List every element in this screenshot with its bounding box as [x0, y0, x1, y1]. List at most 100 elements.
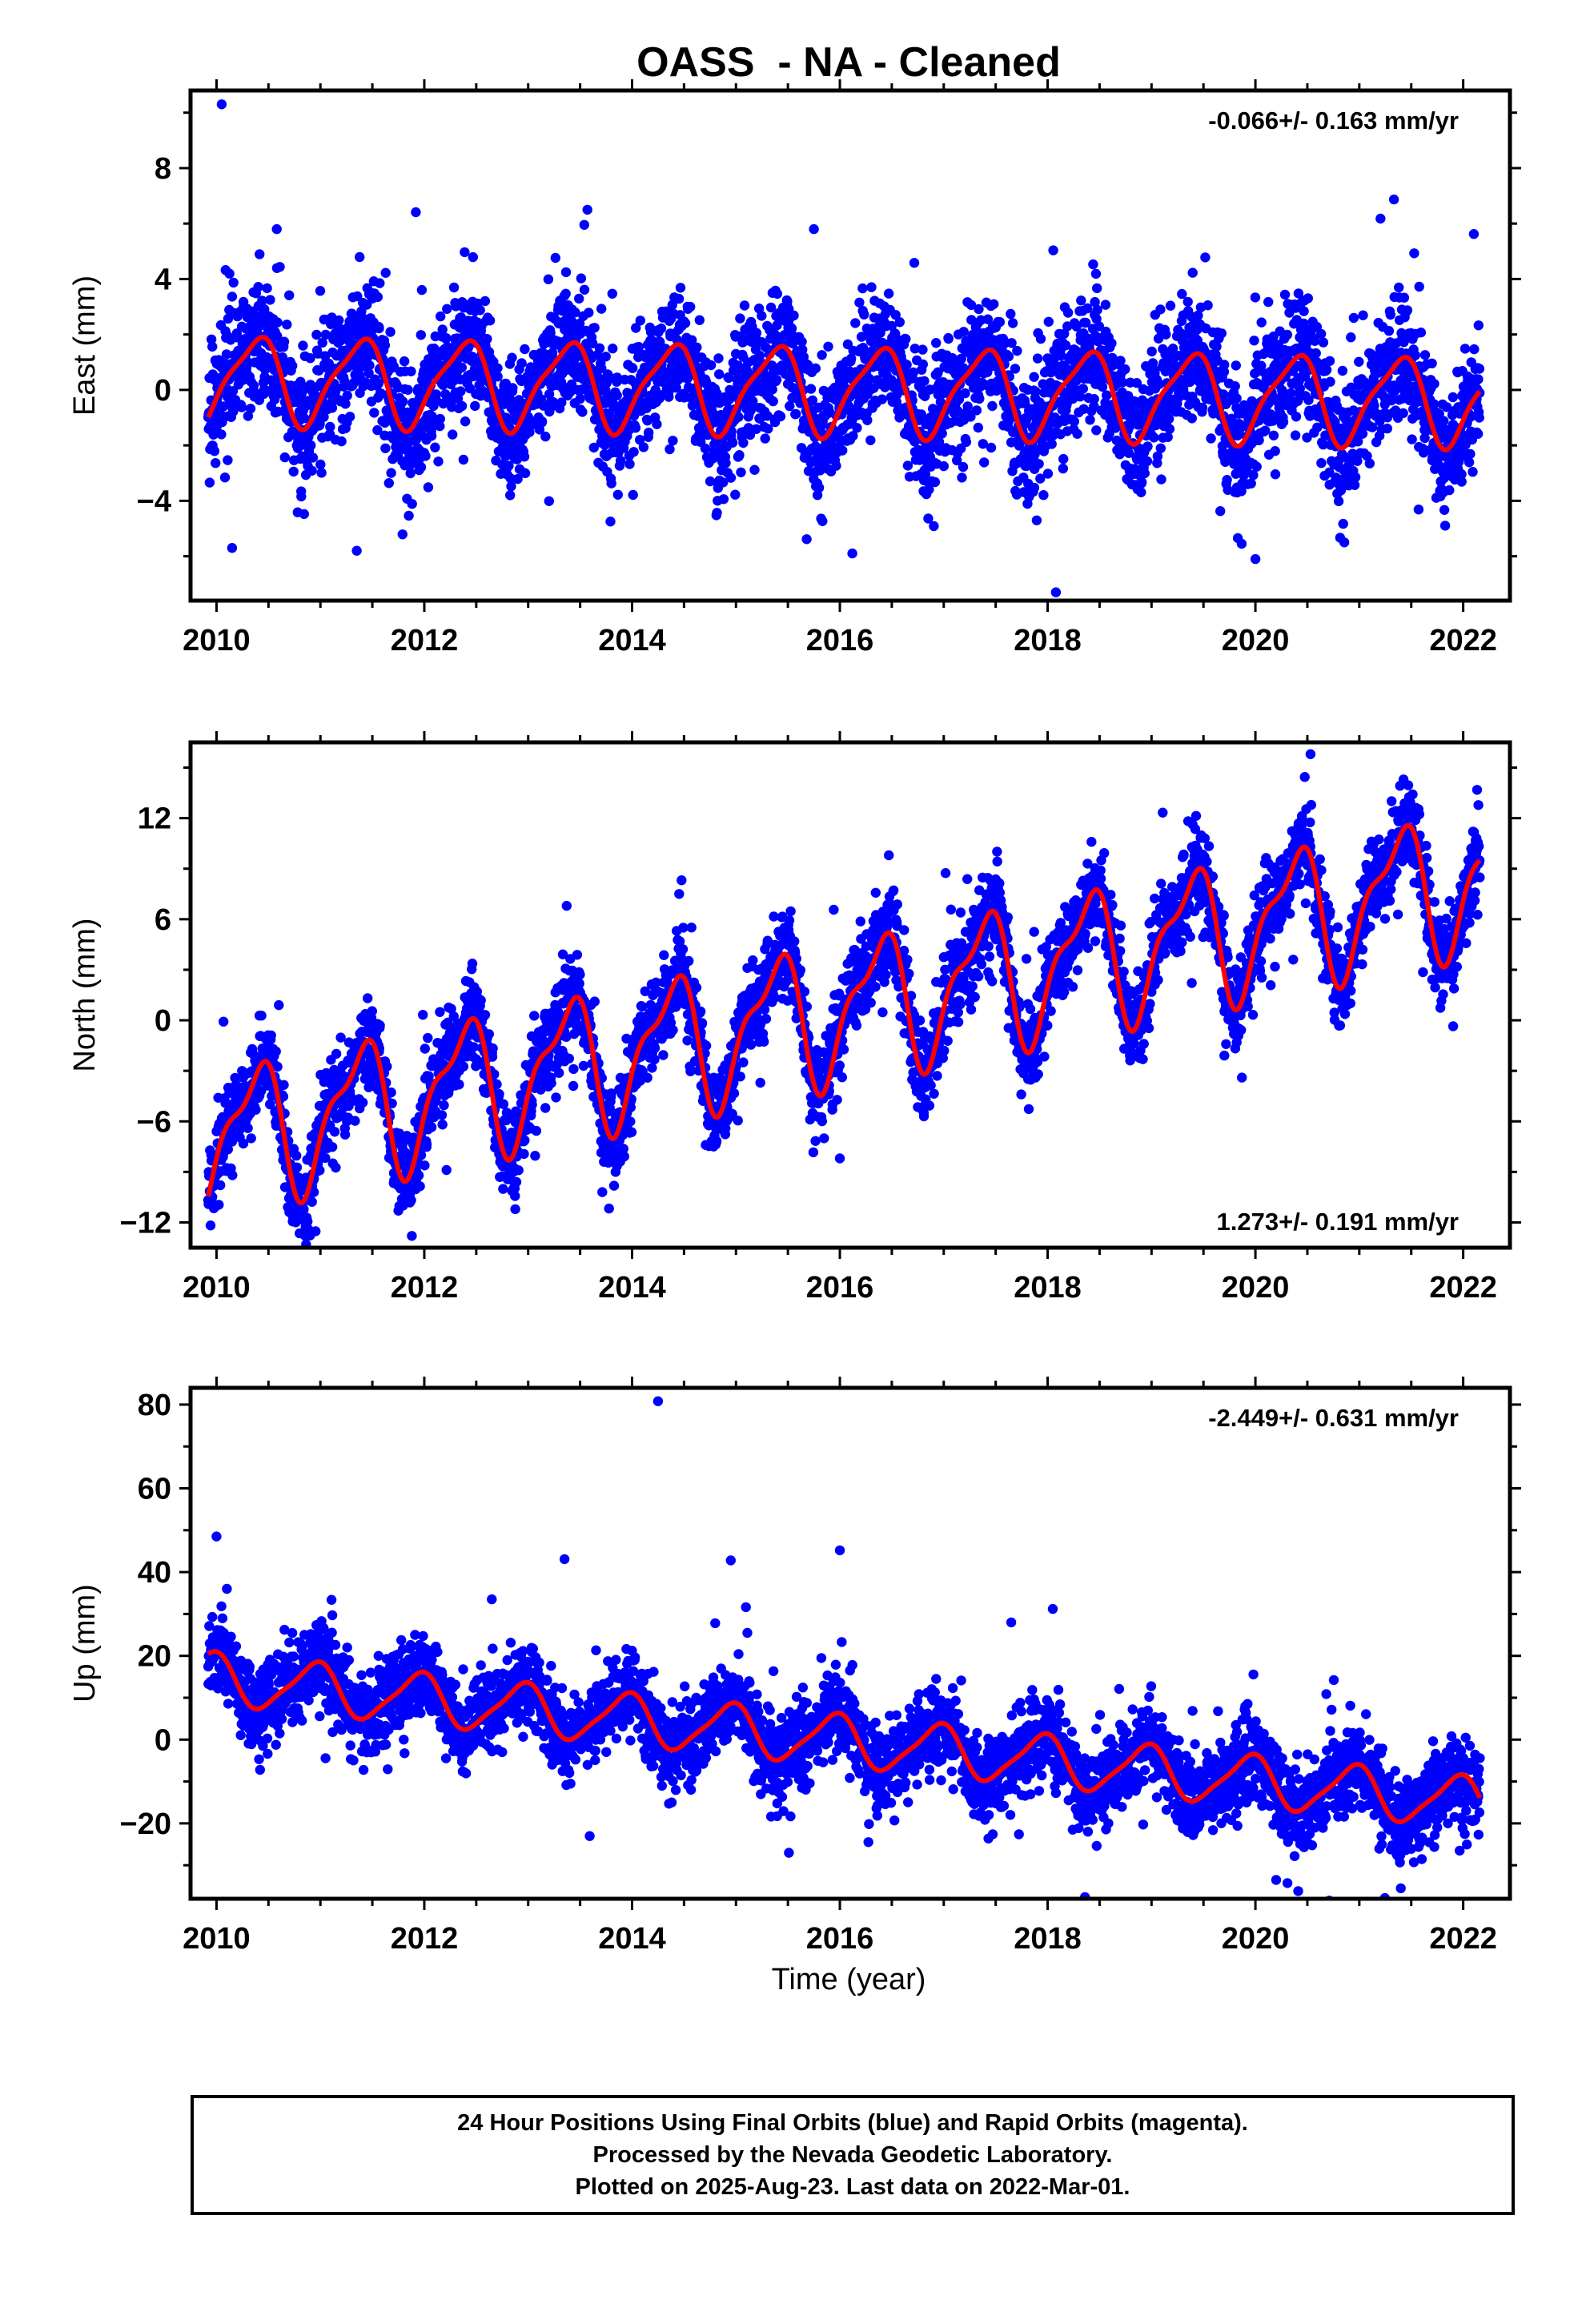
- east-point: [734, 450, 745, 460]
- east-point: [228, 406, 239, 416]
- east-point: [664, 392, 674, 402]
- east-point: [705, 476, 716, 487]
- east-point: [1429, 379, 1439, 389]
- east-point: [379, 340, 391, 351]
- east-point: [388, 361, 399, 372]
- east-point: [565, 387, 576, 397]
- east-point: [1120, 364, 1130, 375]
- east-point: [1399, 292, 1410, 303]
- east-point: [713, 353, 724, 364]
- east-point: [848, 431, 858, 441]
- east-outlier-point: [351, 545, 362, 556]
- east-point: [223, 455, 233, 465]
- east-point: [570, 307, 580, 318]
- north-point: [363, 993, 373, 1003]
- east-point: [712, 508, 722, 518]
- east-point: [685, 301, 696, 312]
- east-point: [426, 431, 437, 441]
- east-point: [407, 499, 417, 509]
- east-point: [279, 452, 290, 463]
- east-point: [857, 283, 868, 294]
- east-point: [460, 247, 470, 258]
- east-outlier-point: [1250, 553, 1261, 565]
- north-point: [350, 1116, 360, 1126]
- east-point: [767, 384, 777, 395]
- east-point: [869, 383, 879, 393]
- north-point: [243, 1123, 253, 1133]
- east-point: [1231, 393, 1242, 404]
- east-point: [372, 292, 383, 303]
- east-point: [929, 521, 939, 532]
- east-point: [624, 459, 635, 469]
- east-point: [1142, 441, 1153, 452]
- east-point: [1161, 329, 1171, 340]
- east-point: [771, 375, 782, 385]
- east-point: [579, 219, 589, 230]
- east-point: [1469, 344, 1480, 355]
- east-point: [468, 251, 478, 263]
- east-point: [1270, 446, 1280, 456]
- east-point: [1337, 365, 1348, 376]
- east-point: [1200, 252, 1211, 263]
- east-point: [1092, 283, 1102, 294]
- east-point: [416, 284, 428, 296]
- east-point: [1046, 439, 1057, 449]
- east-point: [883, 288, 894, 299]
- east-point: [864, 373, 875, 384]
- east-point: [937, 428, 947, 439]
- east-point: [550, 252, 560, 263]
- east-point: [772, 288, 783, 300]
- east-point: [1251, 461, 1262, 472]
- east-point: [749, 464, 760, 475]
- east-point: [605, 517, 616, 527]
- east-point: [548, 397, 559, 408]
- east-point: [399, 356, 410, 367]
- east-point: [757, 311, 767, 321]
- east-point: [372, 424, 383, 436]
- east-point: [282, 320, 292, 330]
- east-outlier-point: [582, 204, 592, 215]
- east-point: [1402, 305, 1413, 316]
- east-point: [751, 328, 762, 338]
- east-point: [986, 442, 997, 453]
- east-point: [1414, 281, 1424, 292]
- north-point: [367, 1006, 377, 1016]
- east-point: [1219, 360, 1230, 370]
- east-point: [1076, 296, 1086, 306]
- north-point: [291, 1150, 302, 1161]
- east-point: [1348, 312, 1359, 324]
- east-point: [1089, 394, 1099, 404]
- east-point: [1156, 474, 1166, 485]
- east-point: [919, 376, 930, 386]
- east-rate-annotation: -0.066+/- 0.163 mm/yr: [1208, 107, 1459, 135]
- east-point: [588, 338, 598, 348]
- east-point: [1197, 402, 1208, 413]
- east-point: [1058, 463, 1069, 474]
- east-point: [1231, 360, 1242, 371]
- east-point: [709, 408, 719, 420]
- north-point: [358, 1097, 368, 1108]
- east-point: [615, 456, 626, 466]
- chart-title: OASS - NA - Cleaned: [636, 39, 1061, 86]
- east-point: [404, 510, 414, 521]
- east-point: [257, 296, 267, 306]
- east-point: [1268, 430, 1279, 440]
- east-point: [506, 481, 516, 492]
- east-point: [1186, 413, 1198, 424]
- east-point: [656, 323, 667, 334]
- east-point: [560, 267, 572, 278]
- east-point: [973, 422, 984, 433]
- north-point: [329, 1127, 340, 1137]
- east-point: [1260, 425, 1271, 436]
- east-y-tick-label: 0: [155, 374, 171, 408]
- east-point: [797, 336, 807, 347]
- east-point: [865, 435, 876, 445]
- north-point: [271, 1046, 281, 1057]
- east-point: [273, 406, 283, 417]
- east-point: [1149, 432, 1159, 443]
- east-point: [931, 338, 942, 348]
- east-point: [1069, 416, 1080, 427]
- east-point: [204, 477, 215, 488]
- east-point: [383, 478, 394, 489]
